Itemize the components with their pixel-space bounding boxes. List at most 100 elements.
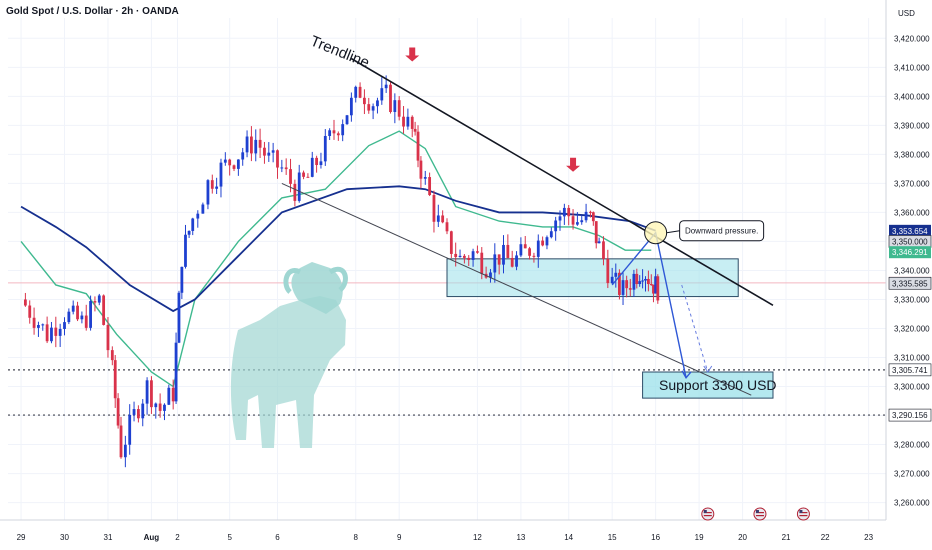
- candle-body: [541, 240, 545, 246]
- candle-body: [93, 301, 97, 303]
- candle-body: [184, 234, 187, 267]
- candle-body: [380, 88, 384, 101]
- symbol-title[interactable]: Gold Spot / U.S. Dollar · 2h · OANDA: [6, 6, 179, 17]
- candle-body: [367, 104, 371, 111]
- time-tick-label: 29: [17, 533, 26, 542]
- candle-body: [136, 409, 140, 419]
- candle-body: [97, 295, 101, 303]
- candle-body: [584, 211, 588, 221]
- price-label-box: [888, 276, 932, 290]
- price-label: 3,350.000: [892, 237, 928, 246]
- candle-body: [306, 176, 310, 178]
- candle-body: [171, 387, 175, 402]
- candle-body: [562, 207, 566, 217]
- candle-body: [58, 328, 62, 336]
- flag-canton: [755, 510, 759, 513]
- time-tick-label: 15: [608, 533, 617, 542]
- candle-body: [416, 131, 420, 161]
- candle-body: [32, 317, 36, 328]
- candle-body: [116, 398, 120, 426]
- candle-body: [632, 273, 636, 290]
- down-arrow-icon: [566, 157, 581, 172]
- candle-body: [506, 244, 510, 258]
- candle-body: [345, 115, 349, 125]
- candle-body: [515, 255, 518, 267]
- time-tick-label: 31: [104, 533, 113, 542]
- candle-body: [410, 116, 414, 129]
- candle-body: [67, 311, 71, 323]
- candle-body: [28, 305, 32, 318]
- price-label: 3,290.156: [892, 411, 928, 420]
- flag-stripe: [799, 515, 808, 517]
- candle-body: [196, 213, 200, 219]
- candle-body: [376, 100, 379, 107]
- price-tick-label: 3,270.000: [894, 470, 930, 479]
- candle-body: [228, 159, 232, 166]
- indicator-lines: [20, 130, 656, 388]
- candle-body: [594, 221, 598, 244]
- candle-body: [167, 387, 171, 405]
- flag-canton: [703, 510, 707, 513]
- candle-body: [358, 86, 362, 98]
- candle-body: [649, 284, 653, 286]
- time-tick-label: Aug: [144, 533, 160, 542]
- price-axis-bg: [886, 0, 932, 550]
- candle-body: [597, 241, 601, 244]
- candle-body: [177, 292, 181, 343]
- price-label-box: [888, 408, 932, 422]
- price-axis[interactable]: 3,420.000 3,410.000 3,400.000 3,390.000 3,38…: [885, 0, 932, 550]
- candle-body: [123, 444, 127, 458]
- candle-body: [141, 403, 145, 419]
- candle-body: [284, 167, 288, 170]
- candle-body: [219, 162, 223, 187]
- bull-body: [230, 296, 346, 448]
- candle-body: [71, 305, 75, 312]
- candle-body: [497, 254, 501, 265]
- candle-body: [654, 276, 658, 294]
- candle-body: [436, 215, 440, 222]
- price-label-box: [888, 363, 932, 377]
- candle-body: [393, 100, 397, 112]
- bull-head: [291, 262, 343, 314]
- price-label: 3,305.741: [892, 366, 928, 375]
- price-label: 3,346.291: [892, 248, 928, 257]
- flag-stripe: [755, 515, 764, 517]
- candle-body: [602, 241, 605, 259]
- price-label-box: [889, 224, 931, 237]
- candle-body: [271, 150, 275, 153]
- bull-illustration: [230, 262, 348, 448]
- candle-body: [610, 276, 614, 284]
- time-axis[interactable]: 29 30 31 Aug 2 5 6 8 9 12 13 14 15 16 19 20 21 22 23: [0, 507, 886, 550]
- time-axis-bg: [0, 520, 886, 550]
- candle-body: [432, 195, 436, 222]
- flag-stripe: [799, 512, 808, 514]
- candle-body: [258, 139, 262, 148]
- candle-body: [606, 258, 610, 284]
- time-tick-label: 2: [175, 533, 180, 542]
- time-tick-label: 20: [738, 533, 747, 542]
- candle-body: [119, 425, 123, 458]
- currency-label: USD: [898, 9, 915, 18]
- price-tick-label: 3,390.000: [894, 121, 930, 130]
- candle-body: [397, 100, 401, 117]
- candle-body: [332, 130, 336, 134]
- flag-canton: [799, 510, 803, 513]
- candle-body: [210, 180, 214, 189]
- candle-body: [656, 276, 660, 301]
- trendline: [350, 57, 774, 306]
- candle-body: [191, 218, 195, 231]
- support-target-zone: [642, 371, 774, 399]
- price-label-box: [889, 246, 931, 259]
- candle-body: [232, 165, 236, 169]
- candle-body: [644, 278, 647, 281]
- candle-body: [413, 128, 417, 132]
- candle-body: [276, 150, 279, 168]
- candle-body: [263, 147, 266, 156]
- candle-body: [328, 130, 332, 136]
- time-tick-label: 21: [782, 533, 791, 542]
- candle-body: [510, 257, 514, 267]
- candle-body: [523, 244, 527, 249]
- candle-body: [554, 220, 558, 232]
